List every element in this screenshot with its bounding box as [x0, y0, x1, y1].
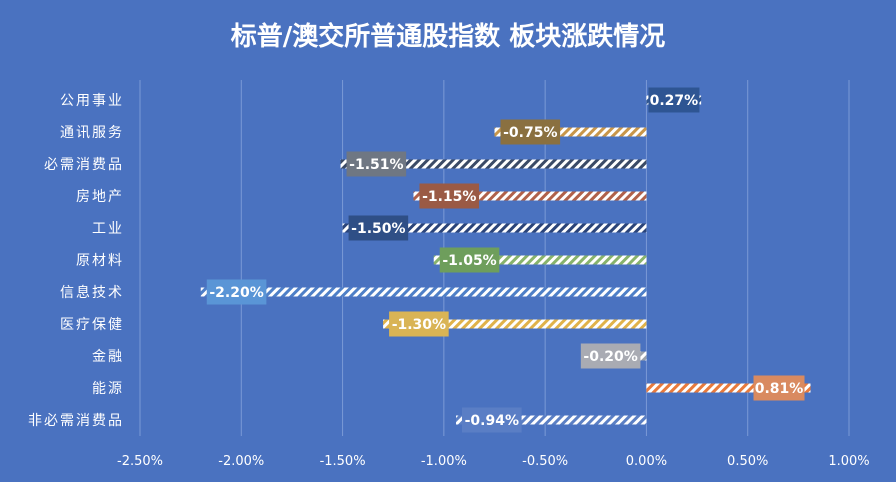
data-labels: 0.27% -0.75% -1.51% -1.15% -1.50% -1.05% -2.20… [206, 87, 805, 433]
data-label: -1.30% [392, 317, 446, 333]
bar [383, 319, 647, 329]
bar [494, 127, 647, 137]
x-tick-label: 0.00% [626, 454, 667, 469]
x-tick-labels: -2.50% -2.00% -1.50% -1.00% -0.50% 0.00% 0.50%… [117, 454, 870, 469]
chart-title: 标普/澳交所普通股指数 板块涨跌情况 [231, 21, 666, 52]
data-label-box [753, 375, 805, 401]
data-label: -0.20% [583, 349, 637, 365]
data-label: -0.94% [465, 413, 519, 429]
x-tick-label: -0.50% [522, 454, 568, 469]
data-label: 0.81% [755, 381, 804, 397]
data-label-box [419, 183, 480, 209]
data-label-box [348, 215, 409, 241]
x-tick-label: 0.50% [727, 454, 768, 469]
x-tick-label: -1.00% [421, 454, 467, 469]
category-label: 原材料 [76, 253, 124, 269]
x-tick-label: 1.00% [828, 454, 869, 469]
data-label-box [346, 151, 407, 177]
data-label-box [580, 343, 641, 369]
data-label-box [462, 407, 522, 433]
data-label: -2.20% [209, 285, 263, 301]
category-label: 能源 [92, 381, 124, 397]
bar [200, 287, 647, 297]
x-tick-label: -2.00% [218, 454, 264, 469]
category-label: 必需消费品 [44, 157, 124, 173]
bars [200, 95, 811, 425]
data-label: -1.50% [351, 221, 405, 237]
data-label-box [389, 311, 449, 337]
x-tick-label: -2.50% [117, 454, 163, 469]
category-label: 金融 [92, 349, 124, 365]
data-label-box [206, 279, 267, 305]
category-label: 信息技术 [60, 284, 124, 301]
category-label: 工业 [92, 221, 124, 237]
data-label-box [648, 87, 700, 113]
data-label: -1.51% [349, 157, 403, 173]
category-label: 非必需消费品 [28, 413, 124, 429]
category-label: 医疗保健 [60, 317, 124, 333]
category-label: 房地产 [76, 189, 124, 205]
bar [342, 223, 647, 233]
data-label: -1.05% [442, 253, 496, 269]
data-label-box [500, 119, 561, 145]
bar [413, 191, 647, 201]
bar [456, 415, 647, 425]
data-label: -1.15% [422, 189, 476, 205]
category-label: 通讯服务 [60, 125, 124, 141]
bar [646, 383, 811, 393]
bar [433, 255, 647, 265]
category-label: 公用事业 [60, 93, 124, 109]
x-tick-label: -1.50% [320, 454, 366, 469]
data-label: -0.75% [503, 125, 557, 141]
data-label: 0.27% [650, 93, 699, 109]
bar [340, 159, 647, 169]
data-label-box [439, 247, 500, 273]
